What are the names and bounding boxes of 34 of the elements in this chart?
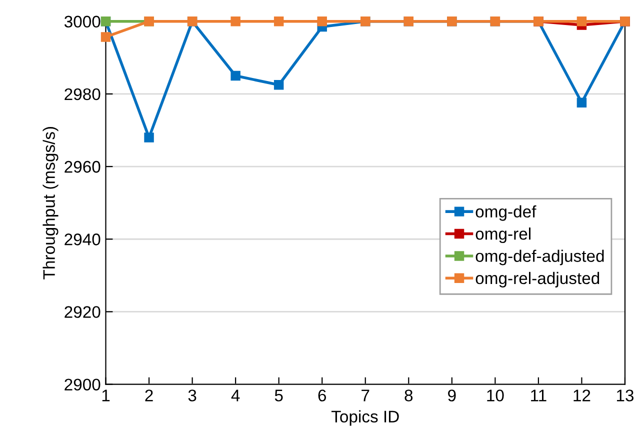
x-tick-label: 6 [318,390,326,402]
x-tick-label: 10 [487,390,504,402]
x-tick-label: 5 [274,390,283,402]
y-tick-label: 2980 [64,88,100,100]
x-tick-label: 7 [362,390,370,402]
point [144,132,154,142]
legend-label: omg-rel [476,228,530,244]
x-tick-label: 11 [531,390,546,402]
x-tick-label: 9 [448,390,456,402]
x-tick-label: 12 [574,390,590,402]
x-tick-label: 3 [188,390,196,402]
x-tick-label: 1 [102,390,110,402]
point [274,80,284,90]
y-tick-label: 2960 [64,160,100,173]
point [230,16,240,26]
y-axis-title: Throughput (msgs/s) [42,126,58,280]
point [576,16,587,26]
x-tick-label: 4 [231,390,240,402]
point [576,98,587,108]
legend-label: omg-rel-adjusted [476,272,600,288]
y-tick-label: 2940 [64,234,100,246]
x-tick-label: 2 [145,390,153,402]
y-tick-label: 3000 [64,16,100,28]
legend-label: omg-def-adjusted [476,250,604,266]
y-tick-label: 2920 [64,306,100,318]
point [317,16,327,26]
x-axis-title: Topics ID [331,410,399,426]
point [230,70,240,81]
point [100,32,111,42]
x-tick-label: 13 [616,390,634,402]
x-tick-label: 8 [404,390,413,402]
point [274,16,284,26]
y-tick-label: 2900 [64,378,100,391]
legend-label: omg-def [476,205,536,221]
